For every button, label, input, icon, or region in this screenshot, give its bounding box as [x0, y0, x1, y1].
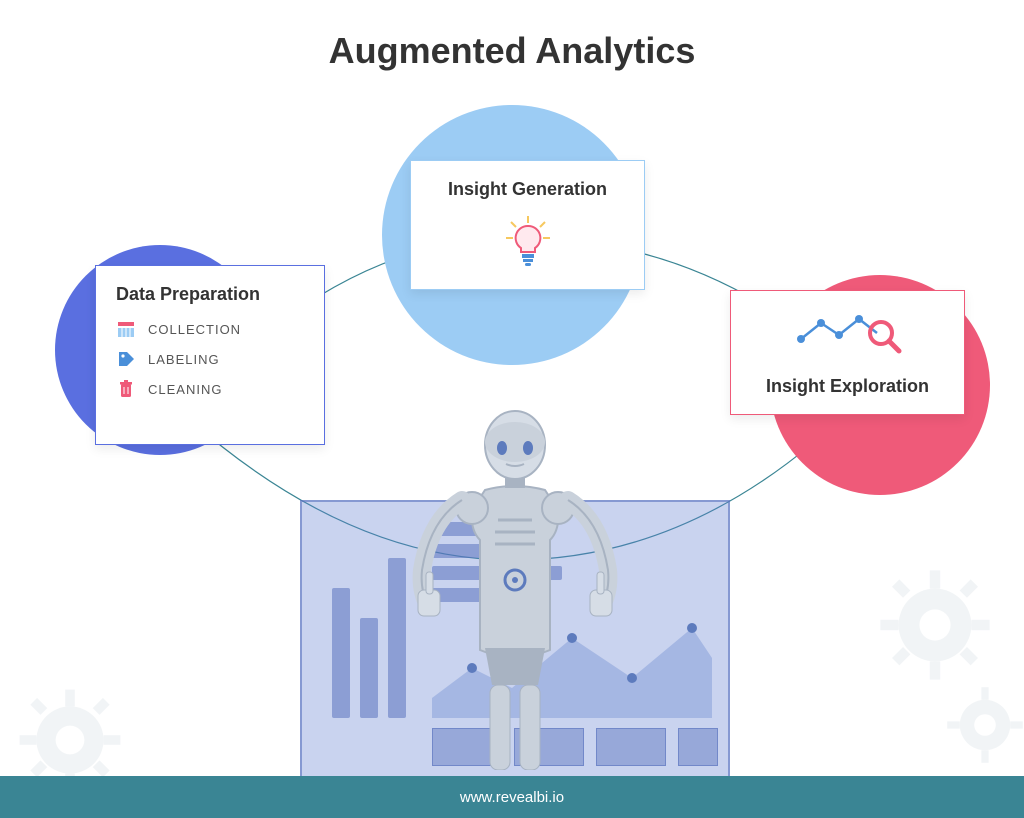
footer-bar: www.revealbi.io	[0, 776, 1024, 818]
labeling-icon	[116, 349, 136, 369]
prep-item-label: COLLECTION	[148, 322, 241, 337]
card-insight-exploration: Insight Exploration	[730, 290, 965, 415]
footer-text: www.revealbi.io	[460, 789, 564, 806]
gear-icon	[940, 680, 1024, 770]
card-title: Data Preparation	[116, 284, 304, 305]
card-title: Insight Exploration	[741, 376, 954, 397]
prep-list: COLLECTION LABELING CLEANING	[116, 319, 304, 399]
card-insight-generation: Insight Generation	[410, 160, 645, 290]
prep-item-label: LABELING	[148, 352, 220, 367]
cleaning-icon	[116, 379, 136, 399]
collection-icon	[116, 319, 136, 339]
lightbulb-icon	[421, 214, 634, 275]
card-title: Insight Generation	[421, 179, 634, 200]
card-data-preparation: Data Preparation COLLECTION LABELING CLE…	[95, 265, 325, 445]
robot-illustration	[300, 470, 730, 790]
magnify-trend-icon	[741, 309, 954, 364]
infographic-canvas: Augmented Analytics Data Preparation COL…	[0, 0, 1024, 818]
prep-item-label: CLEANING	[148, 382, 222, 397]
page-title: Augmented Analytics	[0, 30, 1024, 72]
prep-item-labeling: LABELING	[116, 349, 304, 369]
gear-icon	[870, 560, 1000, 690]
prep-item-cleaning: CLEANING	[116, 379, 304, 399]
robot-figure	[410, 390, 620, 770]
prep-item-collection: COLLECTION	[116, 319, 304, 339]
